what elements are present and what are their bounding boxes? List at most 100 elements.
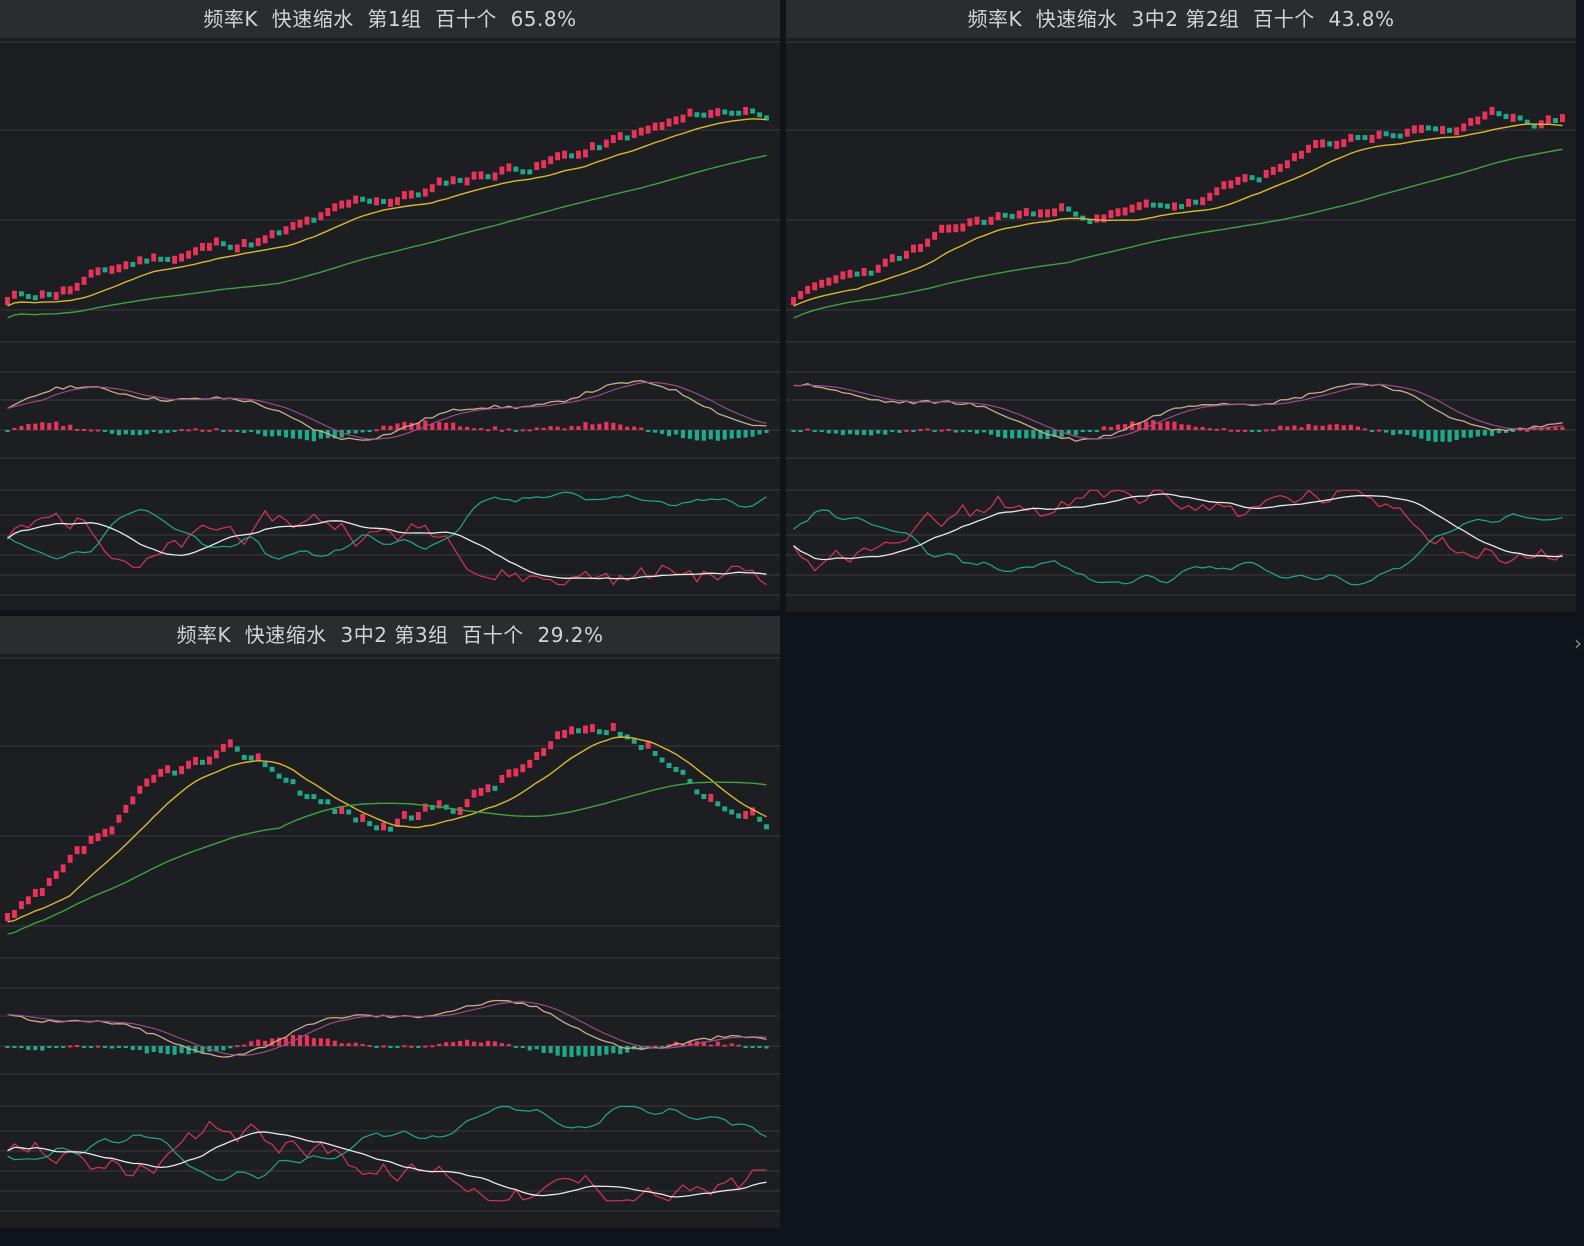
macd-bar (88, 1046, 94, 1048)
macd-bar (687, 1041, 693, 1046)
price-candle (499, 774, 505, 783)
macd-bar (1101, 426, 1107, 430)
macd-bar (1461, 430, 1466, 438)
price-candle (1362, 135, 1368, 141)
price-candle (1193, 199, 1199, 205)
price-candle (234, 746, 240, 752)
price-candle (1045, 209, 1050, 218)
price-candle (39, 290, 45, 299)
chart-panel-3[interactable]: 频率K 快速缩水 3中2 第3组 百十个 29.2% (0, 616, 780, 1228)
price-candle (534, 162, 540, 171)
price-candle (179, 253, 185, 262)
price-candle (513, 768, 519, 777)
k-line (7, 1120, 767, 1202)
price-candle (262, 235, 268, 244)
macd-bar (304, 1035, 310, 1046)
macd-bar (47, 423, 52, 430)
price-candle (1454, 127, 1460, 136)
price-candle (95, 833, 101, 842)
price-candle (60, 286, 66, 295)
macd-bar (1433, 430, 1438, 442)
macd-bar (1489, 430, 1495, 436)
macd-bar (61, 426, 66, 430)
macd-bar (478, 428, 484, 431)
macd-bar (639, 427, 644, 430)
macd-bar (743, 1046, 748, 1048)
macd-bar (826, 430, 831, 434)
macd-bar (715, 1041, 720, 1046)
macd-bar (1546, 426, 1551, 430)
chart-panel-3-canvas[interactable] (0, 616, 780, 1228)
macd-bar (925, 428, 930, 431)
macd-bar (1306, 424, 1311, 430)
d-line (7, 491, 767, 560)
macd-bar (492, 426, 498, 430)
macd-bar (541, 1046, 546, 1054)
price-candle (1030, 211, 1036, 217)
macd-bar (26, 423, 31, 430)
macd-bar (1214, 428, 1219, 431)
price-candle (715, 108, 721, 117)
price-candle (18, 901, 24, 910)
price-candle (624, 135, 630, 141)
macd-bar (214, 428, 219, 431)
macd-bar (1327, 424, 1332, 430)
price-candle (589, 142, 595, 151)
macd-bar (1186, 424, 1191, 430)
macd-bar (235, 1045, 240, 1048)
macd-bar (374, 1046, 379, 1048)
price-candle (638, 744, 644, 750)
macd-bar (381, 1045, 386, 1048)
chart-panel-1[interactable]: 频率K 快速缩水 第1组 百十个 65.8% (0, 0, 780, 610)
price-candle (450, 808, 456, 814)
macd-bar (416, 1046, 421, 1048)
macd-bar (290, 1034, 296, 1046)
price-candle (527, 169, 533, 175)
price-candle (46, 877, 52, 886)
price-candle (12, 909, 17, 918)
price-candle (346, 809, 352, 815)
price-candle (722, 109, 728, 115)
chart-panel-2[interactable]: 频率K 快速缩水 3中2 第2组 百十个 43.8% (786, 0, 1576, 612)
macd-bar (1341, 425, 1346, 430)
macd-bar (1151, 420, 1156, 430)
price-candle (506, 769, 512, 778)
macd-bar (883, 430, 888, 435)
price-candle (241, 239, 247, 248)
price-candle (1066, 206, 1072, 212)
price-candle (353, 195, 359, 204)
macd-bar (332, 430, 337, 439)
price-candle (520, 169, 526, 175)
macd-bar (151, 1046, 156, 1052)
macd-bar (590, 424, 595, 430)
price-candle (589, 724, 595, 733)
macd-bar (318, 1038, 323, 1046)
price-candle (673, 116, 679, 125)
macd-bar (458, 426, 463, 430)
price-candle (227, 739, 233, 748)
macd-bar (33, 1046, 38, 1051)
macd-bar (541, 427, 546, 430)
chart-panel-1-canvas[interactable] (0, 0, 780, 610)
price-candle (186, 760, 191, 769)
macd-bar (555, 426, 560, 430)
macd-bar (701, 1041, 706, 1046)
chevron-right-icon[interactable]: › (1574, 631, 1582, 655)
price-candle (1143, 199, 1149, 208)
macd-bar (666, 1044, 672, 1047)
price-candle (1277, 163, 1283, 172)
macd-bar (1249, 430, 1255, 432)
macd-bar (1313, 425, 1318, 430)
price-candle (5, 913, 10, 921)
price-candle (200, 759, 205, 765)
macd-bar (708, 1044, 713, 1047)
chart-panel-2-canvas[interactable] (786, 0, 1576, 612)
macd-bar (95, 429, 101, 432)
macd-bar (339, 430, 344, 438)
macd-bar (47, 1046, 52, 1048)
macd-bar (1440, 430, 1445, 442)
price-candle (200, 242, 205, 251)
macd-bar (318, 430, 323, 439)
price-candle (1052, 208, 1058, 217)
price-candle (1383, 131, 1389, 137)
